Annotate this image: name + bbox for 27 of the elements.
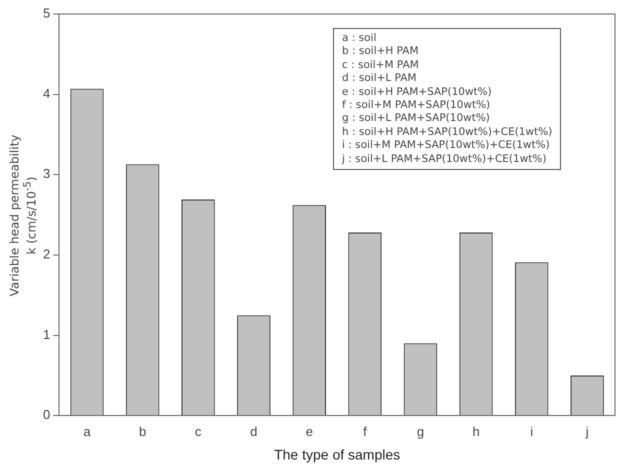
x-axis-title: The type of samples bbox=[274, 446, 400, 462]
x-tick-label: b bbox=[138, 424, 146, 439]
x-tick-label: f bbox=[363, 424, 368, 439]
x-tick-label: i bbox=[530, 424, 534, 439]
x-tick-label: g bbox=[416, 424, 424, 439]
y-tick-label: 5 bbox=[42, 6, 50, 21]
annotation: i : soil+M PAM+SAP(10wt%)+CE(1wt%) bbox=[342, 139, 551, 153]
x-tick-label: a bbox=[83, 424, 92, 439]
y-tick-label: 2 bbox=[42, 246, 50, 262]
x-tick-label: e bbox=[306, 424, 313, 439]
x-tick-label: c bbox=[194, 424, 202, 439]
x-tick-label: j bbox=[584, 424, 589, 439]
annotation: f : soil+M PAM+SAP(10wt%) bbox=[342, 99, 492, 112]
y-tick-label: 0 bbox=[42, 407, 50, 422]
annotation: c : soil+M PAM bbox=[342, 58, 420, 72]
y-tick-label: 3 bbox=[42, 166, 50, 182]
annotation: e : soil+H PAM+SAP(10wt%) bbox=[342, 86, 493, 100]
annotation: h : soil+H PAM+SAP(10wt%)+CE(1wt%) bbox=[342, 126, 552, 140]
annotation: d : soil+L PAM bbox=[342, 72, 418, 86]
y-tick-label: 1 bbox=[42, 326, 50, 342]
x-tick-label: h bbox=[472, 424, 480, 439]
annotation: a : soil bbox=[342, 32, 378, 46]
annotation: b : soil+H PAM bbox=[342, 45, 420, 59]
annotation: g : soil+L PAM+SAP(10wt%) bbox=[342, 112, 491, 126]
y-tick-label: 4 bbox=[42, 86, 50, 101]
annotation: j : soil+L PAM+SAP(10wt%)+CE(1wt%) bbox=[342, 152, 548, 166]
x-tick-label: d bbox=[250, 424, 258, 439]
